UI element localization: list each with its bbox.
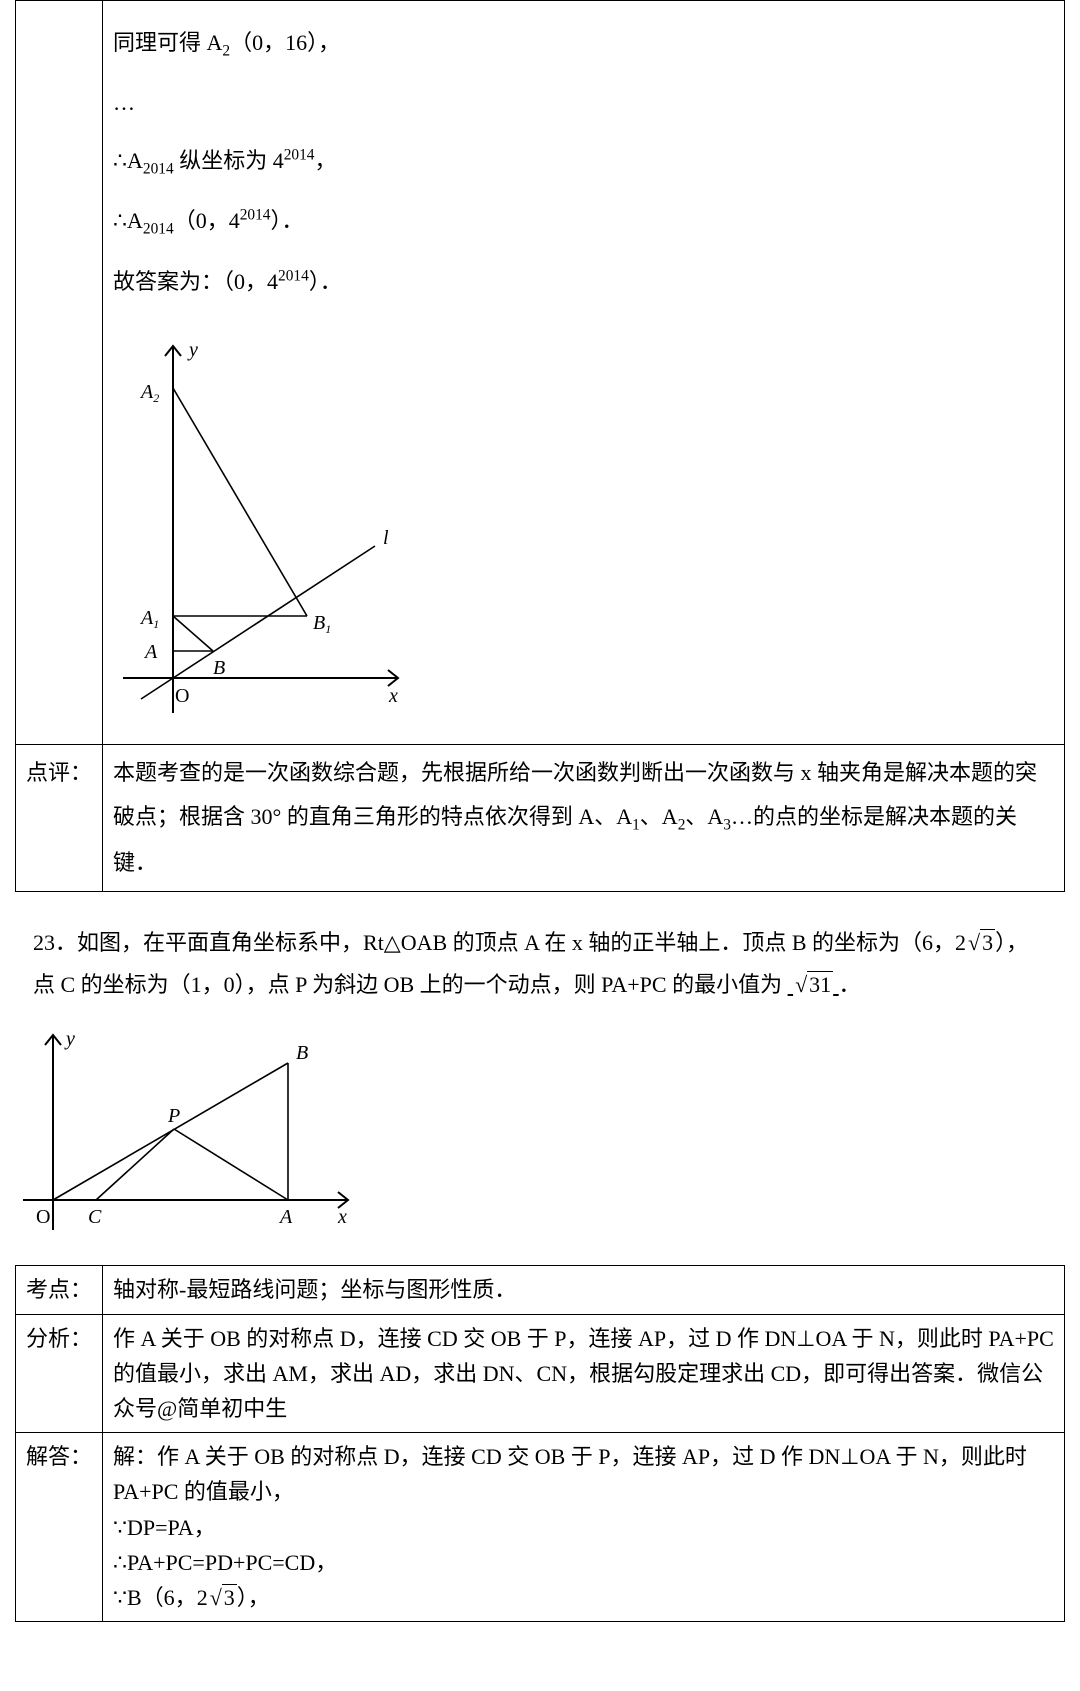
kaodian-label: 考点：	[16, 1266, 103, 1314]
fenxi-text: 作 A 关于 OB 的对称点 D，连接 CD 交 OB 于 P，连接 AP，过 …	[103, 1314, 1065, 1433]
figure-2-wrap: y x O A B C P	[18, 1015, 1080, 1245]
q23-coord-b: 23	[955, 930, 995, 955]
fig2-P-label: P	[167, 1105, 180, 1127]
q23-text-3: ．	[839, 972, 861, 997]
line-3: ∴A2014 纵坐标为 42014，	[113, 139, 1054, 185]
fig2-O-label: O	[36, 1206, 50, 1228]
line-2: …	[113, 81, 1054, 125]
jieda-line-2: ∵DP=PA，	[113, 1510, 1054, 1545]
line-5: 故答案为：（0，42014）．	[113, 260, 1054, 304]
q23-answer: 31	[788, 972, 839, 997]
dianping-text: 本题考查的是一次函数综合题，先根据所给一次函数判断出一次函数与 x 轴夹角是解决…	[103, 744, 1065, 891]
origin-label: O	[175, 685, 189, 707]
figure-1-svg: y x O l A B A1 B1 A2	[113, 318, 433, 738]
q23-text-1: 如图，在平面直角坐标系中，Rt△OAB 的顶点 A 在 x 轴的正半轴上．顶点 …	[77, 930, 955, 955]
point-B-label: B	[213, 657, 225, 679]
lower-table: 考点： 轴对称-最短路线问题；坐标与图形性质． 分析： 作 A 关于 OB 的对…	[15, 1265, 1065, 1622]
jieda-label: 解答：	[16, 1433, 103, 1622]
line-l-label: l	[383, 527, 389, 549]
fig2-A-label: A	[278, 1206, 293, 1228]
figure-2-svg: y x O A B C P	[18, 1015, 378, 1245]
jieda-line-4: ∵B（6，23），	[113, 1580, 1054, 1615]
fig2-B-label: B	[296, 1042, 308, 1064]
fig2-x-label: x	[337, 1206, 347, 1228]
solution-continuation-cell: 同理可得 A2（0，16）， … ∴A2014 纵坐标为 42014， ∴A20…	[103, 1, 1065, 745]
upper-row1-label	[16, 1, 103, 745]
fig2-y-label: y	[64, 1028, 75, 1050]
jieda-text: 解：作 A 关于 OB 的对称点 D，连接 CD 交 OB 于 P，连接 AP，…	[103, 1433, 1065, 1622]
line-1: 同理可得 A2（0，16），	[113, 21, 1054, 67]
x-axis-label: x	[388, 685, 398, 707]
upper-table: 同理可得 A2（0，16）， … ∴A2014 纵坐标为 42014， ∴A20…	[15, 0, 1065, 892]
line-4: ∴A2014（0，42014）．	[113, 199, 1054, 245]
kaodian-text: 轴对称-最短路线问题；坐标与图形性质．	[103, 1266, 1065, 1314]
fenxi-label: 分析：	[16, 1314, 103, 1433]
jieda-line-3: ∴PA+PC=PD+PC=CD，	[113, 1545, 1054, 1580]
fig2-C-label: C	[88, 1206, 102, 1228]
figure-1-wrap: y x O l A B A1 B1 A2	[113, 318, 1054, 738]
point-B1-label: B1	[313, 612, 331, 636]
point-A2-label: A2	[139, 381, 159, 405]
point-A-label: A	[143, 641, 158, 663]
q23-number: 23．	[33, 930, 77, 955]
question-23: 23．如图，在平面直角坐标系中，Rt△OAB 的顶点 A 在 x 轴的正半轴上．…	[15, 922, 1065, 1006]
y-axis-label: y	[187, 339, 198, 361]
dianping-label: 点评：	[16, 744, 103, 891]
point-A1-label: A1	[139, 607, 159, 631]
jieda-line-1: 解：作 A 关于 OB 的对称点 D，连接 CD 交 OB 于 P，连接 AP，…	[113, 1439, 1054, 1509]
